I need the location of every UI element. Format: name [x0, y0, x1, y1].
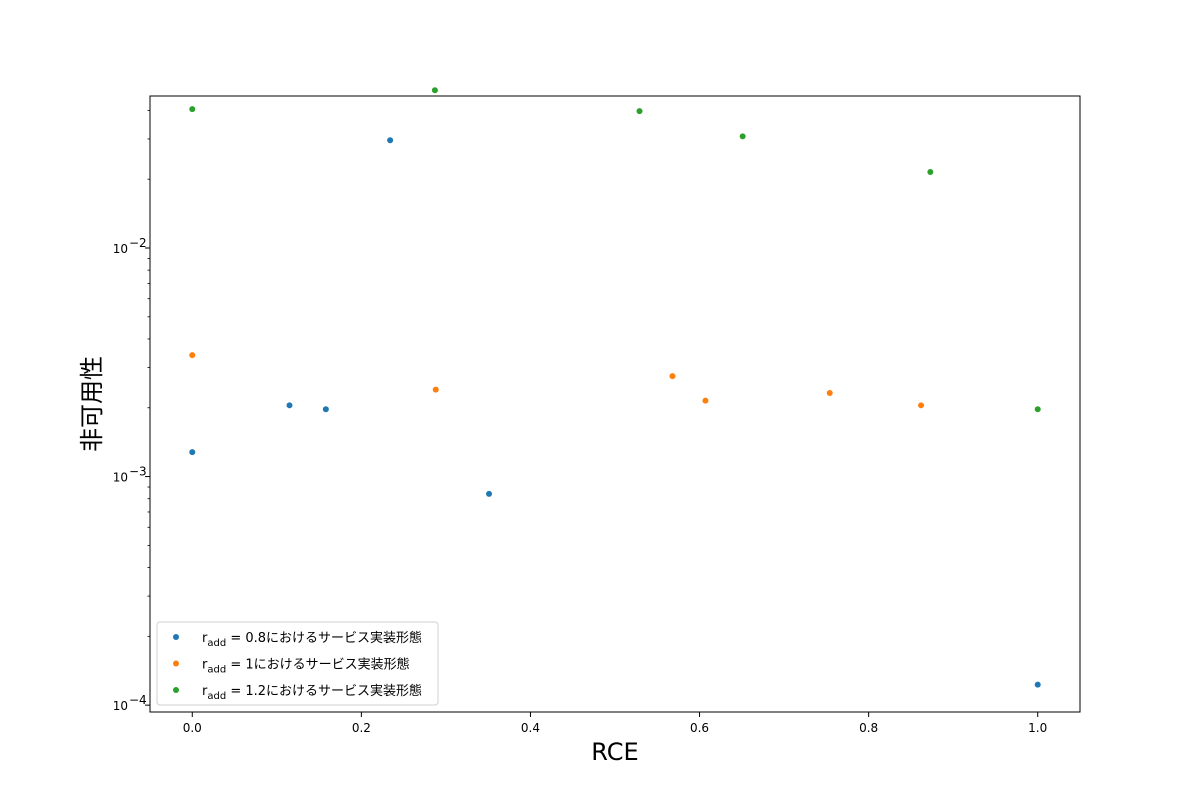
data-point-series-1: [189, 449, 195, 455]
y-axis-label: 非可用性: [78, 356, 106, 452]
y-tick-label: 10: [113, 699, 128, 713]
y-tick-label: 10: [113, 471, 128, 485]
x-tick-label: 0.0: [183, 721, 202, 735]
legend-marker: [173, 687, 179, 693]
y-tick-exponent: −4: [129, 693, 147, 707]
data-point-series-2: [918, 402, 924, 408]
legend-marker: [173, 634, 179, 640]
data-point-series-2: [189, 352, 195, 358]
y-tick-label: 10: [113, 242, 128, 256]
x-axis-label: RCE: [591, 738, 638, 766]
data-point-series-2: [702, 398, 708, 404]
data-point-series-1: [287, 402, 293, 408]
data-point-series-3: [1035, 406, 1041, 412]
data-point-series-1: [486, 491, 492, 497]
data-point-series-2: [433, 387, 439, 393]
y-tick-exponent: −3: [129, 465, 147, 479]
data-point-series-3: [637, 108, 643, 114]
data-point-series-3: [927, 169, 933, 175]
data-point-series-3: [740, 133, 746, 139]
data-point-series-1: [323, 406, 329, 412]
x-tick-label: 0.4: [521, 721, 540, 735]
data-point-series-3: [432, 87, 438, 93]
data-point-series-1: [387, 137, 393, 143]
data-point-series-2: [827, 390, 833, 396]
x-tick-label: 1.0: [1028, 721, 1047, 735]
legend-marker: [173, 661, 179, 667]
data-point-series-3: [189, 106, 195, 112]
x-tick-label: 0.2: [352, 721, 371, 735]
x-tick-label: 0.6: [690, 721, 709, 735]
y-tick-exponent: −2: [129, 236, 147, 250]
data-point-series-1: [1035, 682, 1041, 688]
data-point-series-2: [669, 373, 675, 379]
x-tick-label: 0.8: [859, 721, 878, 735]
